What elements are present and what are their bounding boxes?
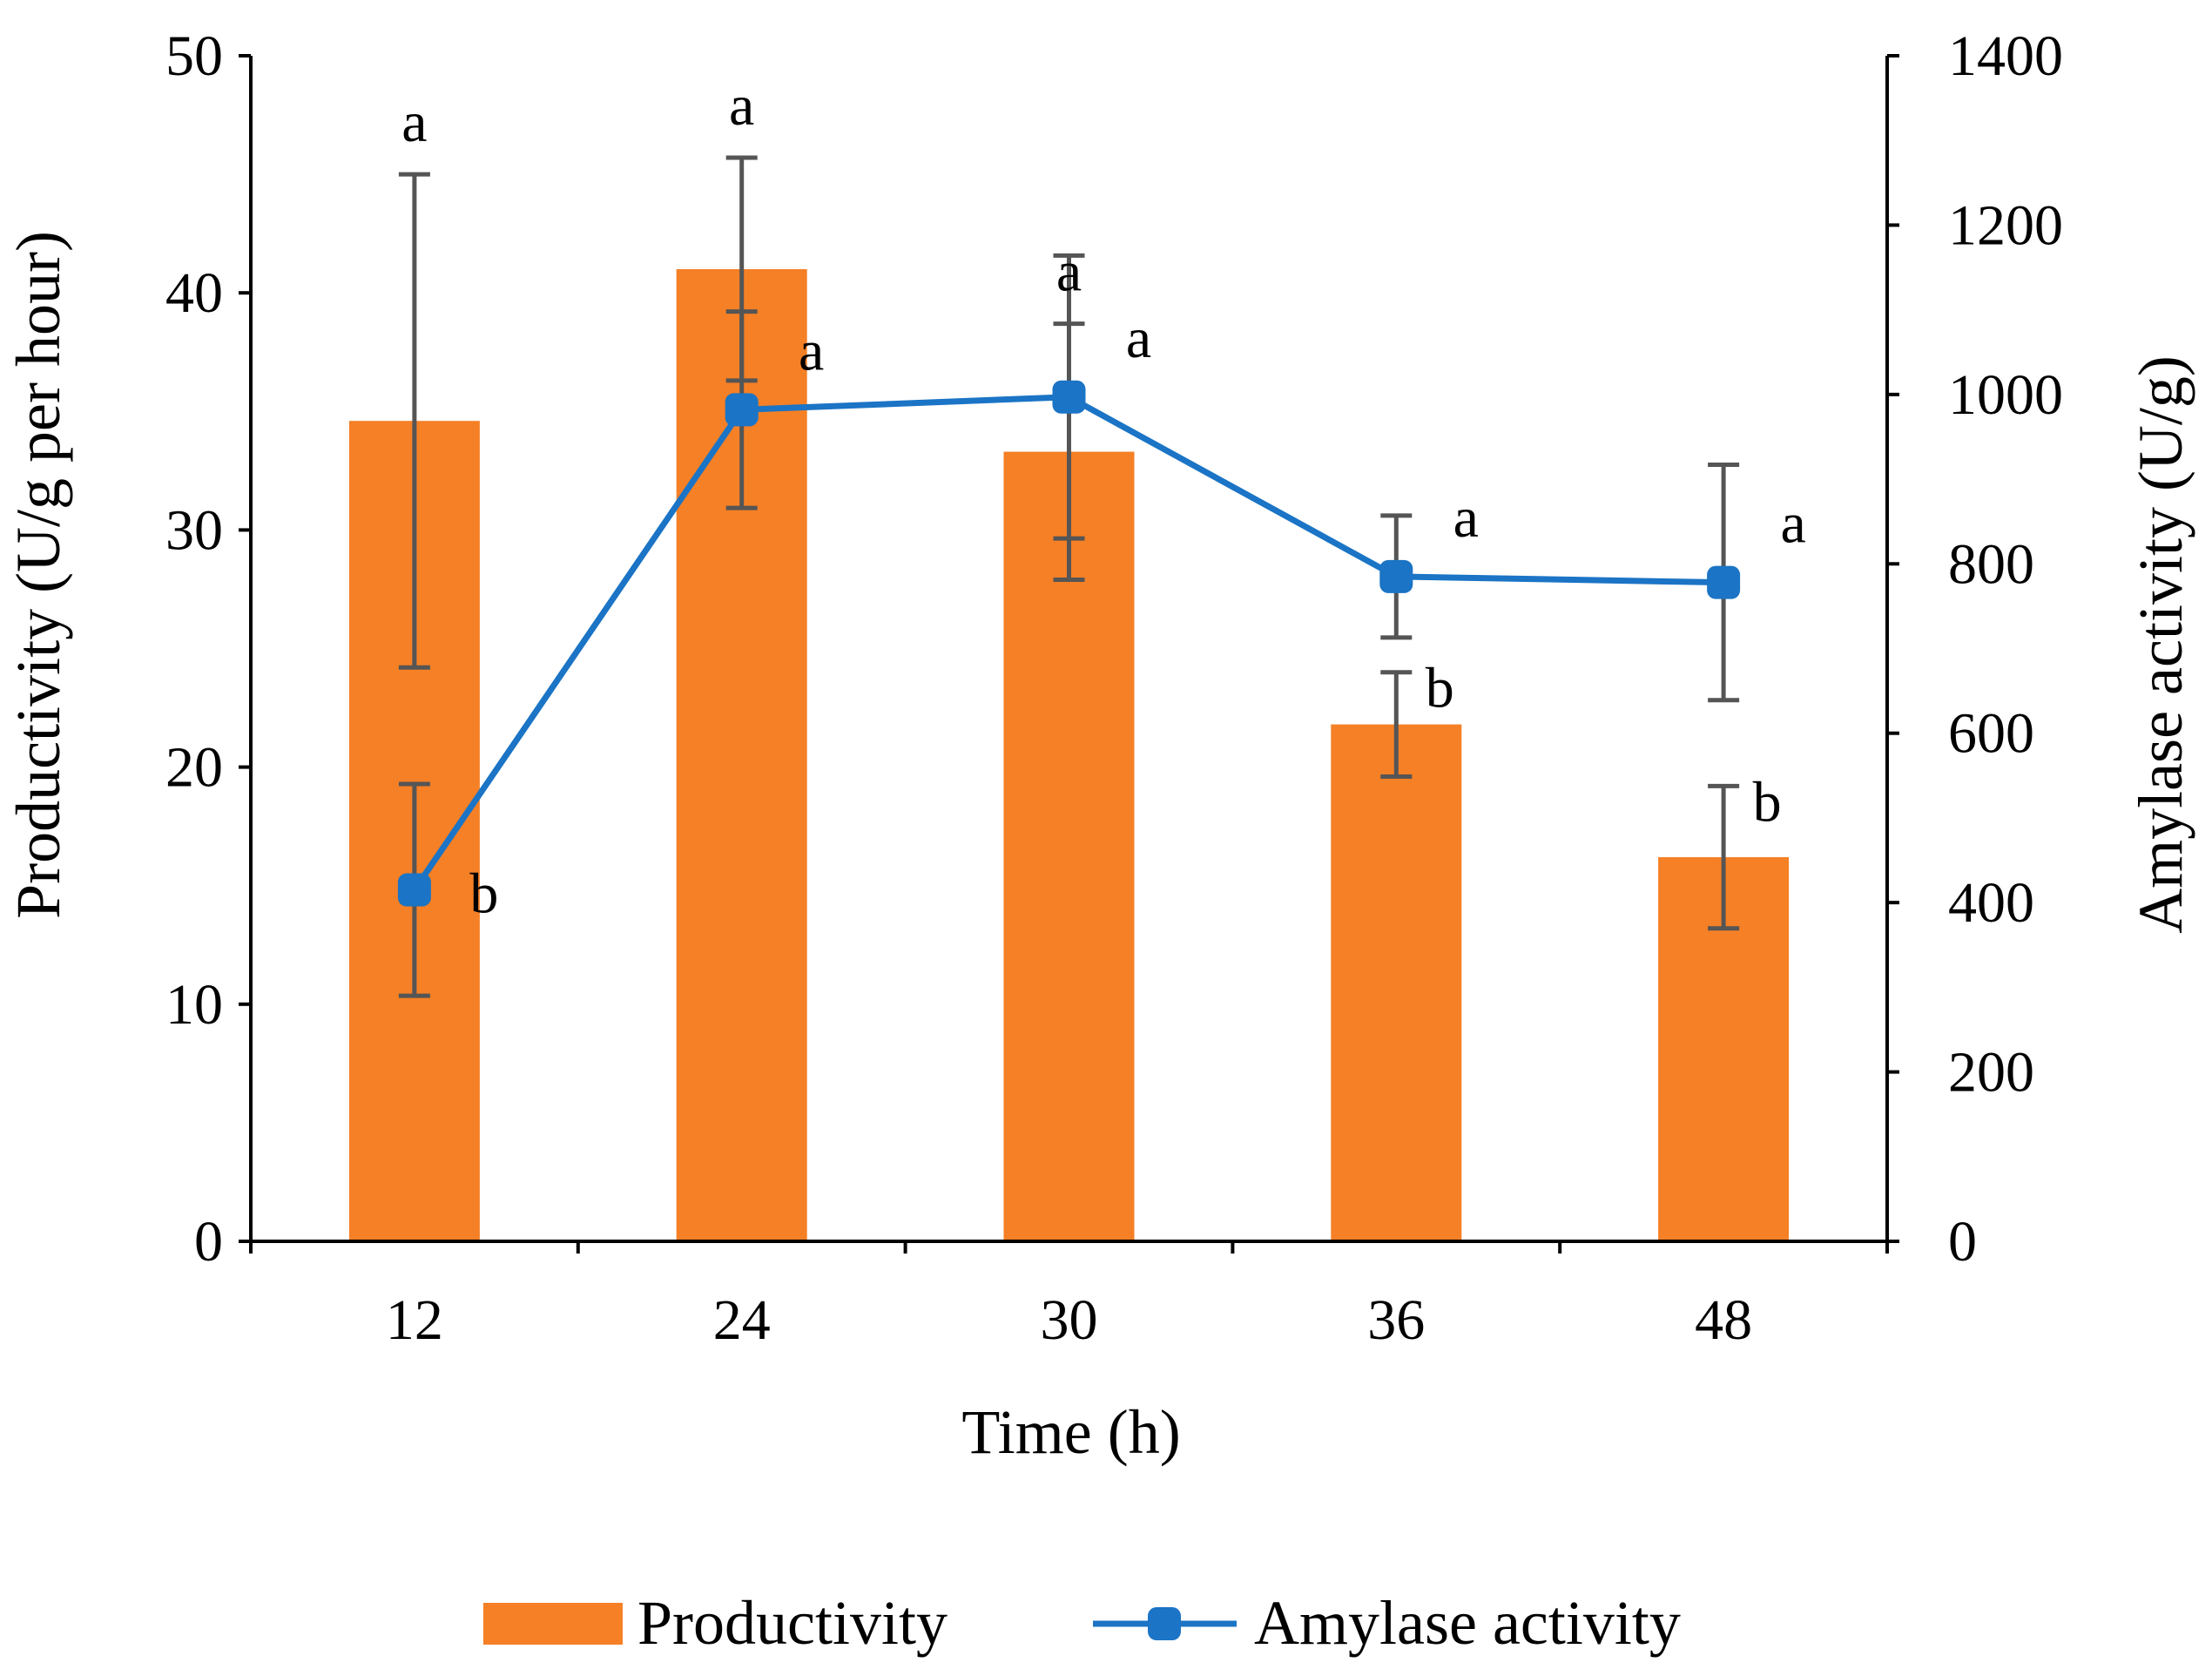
x-tick-label-48: 48 <box>1695 1288 1752 1352</box>
left-y-tick-label-0: 0 <box>194 1210 223 1274</box>
point-amylase-12 <box>397 873 431 907</box>
left-y-tick-label-10: 10 <box>165 973 223 1037</box>
sig-label-productivity-30: a <box>1056 240 1082 304</box>
legend-swatch-productivity <box>483 1603 623 1645</box>
sig-label-amylase-24: a <box>799 319 824 382</box>
sig-label-productivity-12: a <box>401 91 427 154</box>
right-y-tick-label-0: 0 <box>1948 1210 1977 1274</box>
sig-label-amylase-30: a <box>1126 307 1151 370</box>
legend-label-amylase: Amylase activity <box>1254 1588 1681 1658</box>
left-y-tick-label-20: 20 <box>165 736 223 800</box>
right-y-axis-title: Amylase activity (U/g) <box>2126 355 2195 934</box>
right-y-tick-label-400: 400 <box>1948 871 2034 935</box>
right-y-tick-label-600: 600 <box>1948 702 2034 766</box>
sig-label-productivity-36: b <box>1426 657 1454 720</box>
sig-label-productivity-48: b <box>1753 770 1782 834</box>
right-y-tick-label-1000: 1000 <box>1948 363 2063 427</box>
bar-productivity-36 <box>1331 724 1462 1241</box>
axes: 0 10 20 30 40 50 0 200 400 600 800 1000 1200 1400 12 24… <box>165 24 2063 1352</box>
legend: Productivity Amylase activity <box>483 1588 1681 1658</box>
x-tick-label-24: 24 <box>713 1288 771 1352</box>
left-y-tick-label-40: 40 <box>165 261 223 325</box>
left-y-tick-label-50: 50 <box>165 24 223 88</box>
left-y-axis-title: Productivity (U/g per hour) <box>3 231 73 919</box>
x-tick-label-30: 30 <box>1041 1288 1098 1352</box>
right-y-tick-label-1200: 1200 <box>1948 193 2063 257</box>
left-y-tick-label-30: 30 <box>165 498 223 562</box>
legend-label-productivity: Productivity <box>637 1588 948 1658</box>
x-tick-label-12: 12 <box>386 1288 443 1352</box>
error-bars <box>397 155 1741 998</box>
right-y-tick-label-800: 800 <box>1948 532 2034 596</box>
point-amylase-30 <box>1052 380 1086 414</box>
sig-label-amylase-12: b <box>469 862 498 926</box>
sig-label-productivity-24: a <box>729 74 754 138</box>
point-amylase-36 <box>1379 559 1413 593</box>
x-axis-title: Time (h) <box>961 1397 1180 1467</box>
point-amylase-24 <box>725 393 759 427</box>
x-tick-label-36: 36 <box>1367 1288 1425 1352</box>
sig-label-amylase-48: a <box>1780 492 1805 556</box>
right-y-tick-label-1400: 1400 <box>1948 24 2063 88</box>
bar-productivity-30 <box>1003 451 1135 1241</box>
productivity-bars <box>348 268 1790 1242</box>
sig-label-amylase-36: a <box>1453 486 1479 550</box>
legend-swatch-amylase-marker <box>1148 1607 1181 1640</box>
point-amylase-48 <box>1707 565 1741 599</box>
right-y-tick-label-200: 200 <box>1948 1041 2034 1105</box>
